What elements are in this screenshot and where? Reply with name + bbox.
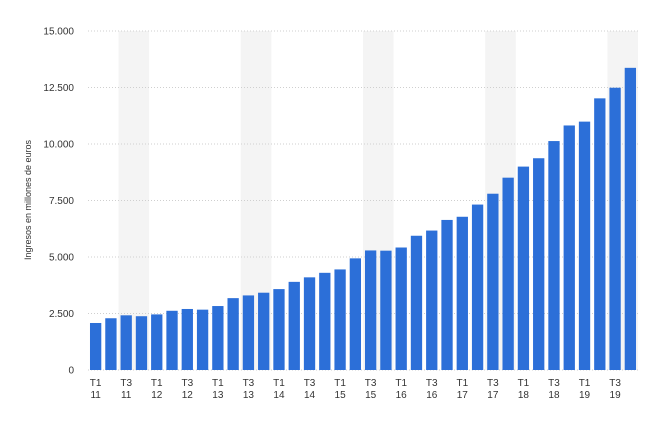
x-tick-label: 12 bbox=[182, 390, 194, 401]
y-tick-label: 12.500 bbox=[43, 83, 74, 94]
x-tick-label: T3 bbox=[120, 378, 132, 389]
x-tick-label: T3 bbox=[548, 378, 560, 389]
y-tick-label: 15.000 bbox=[43, 27, 74, 38]
bar bbox=[578, 121, 591, 370]
x-tick-label: T1 bbox=[395, 378, 407, 389]
bar bbox=[135, 316, 148, 370]
x-tick-label: T1 bbox=[273, 378, 285, 389]
bar bbox=[242, 295, 255, 370]
y-tick-label: 2.500 bbox=[49, 309, 74, 320]
x-tick-label: T3 bbox=[243, 378, 255, 389]
x-tick-label: 14 bbox=[273, 390, 285, 401]
bar bbox=[441, 219, 453, 370]
x-tick-label: T3 bbox=[426, 378, 438, 389]
x-tick-label: 18 bbox=[548, 390, 560, 401]
bar bbox=[380, 250, 392, 370]
y-tick-label: 5.000 bbox=[49, 253, 74, 264]
x-tick-label: 12 bbox=[151, 390, 163, 401]
bar bbox=[517, 166, 530, 370]
x-axis-ticks: T111T311T112T312T113T313T114T314T115T315… bbox=[90, 378, 622, 401]
bar bbox=[364, 250, 377, 370]
y-tick-label: 7.500 bbox=[49, 196, 74, 207]
x-tick-label: 17 bbox=[487, 390, 499, 401]
x-tick-label: T3 bbox=[365, 378, 377, 389]
x-tick-label: 13 bbox=[212, 390, 224, 401]
bar bbox=[258, 292, 270, 370]
x-tick-label: 15 bbox=[335, 390, 347, 401]
y-tick-label: 10.000 bbox=[43, 140, 74, 151]
bar bbox=[609, 87, 621, 370]
x-tick-label: 19 bbox=[610, 390, 622, 401]
x-tick-label: T1 bbox=[579, 378, 591, 389]
bar bbox=[563, 125, 575, 370]
bar bbox=[212, 306, 224, 370]
x-tick-label: T3 bbox=[304, 378, 316, 389]
y-axis-ticks: 0 2.500 5.000 7.500 10.000 12.500 15.000 bbox=[43, 27, 74, 377]
bar bbox=[395, 247, 407, 370]
bar bbox=[594, 98, 606, 371]
bar bbox=[196, 309, 209, 370]
x-tick-label: T1 bbox=[334, 378, 346, 389]
bar bbox=[273, 289, 285, 370]
x-tick-label: T1 bbox=[518, 378, 530, 389]
x-tick-label: T1 bbox=[456, 378, 468, 389]
x-tick-label: T1 bbox=[212, 378, 224, 389]
bar bbox=[151, 314, 163, 370]
x-tick-label: 14 bbox=[304, 390, 316, 401]
x-tick-label: 16 bbox=[396, 390, 408, 401]
x-tick-label: T3 bbox=[487, 378, 499, 389]
bar bbox=[105, 318, 117, 370]
bar bbox=[456, 216, 468, 370]
bar bbox=[319, 272, 331, 370]
bar bbox=[166, 310, 178, 370]
bar bbox=[502, 177, 514, 370]
bar bbox=[471, 204, 484, 370]
bars bbox=[89, 67, 637, 371]
x-tick-label: T3 bbox=[181, 378, 193, 389]
bar bbox=[181, 308, 193, 370]
bar bbox=[624, 67, 637, 370]
bar bbox=[288, 281, 300, 370]
x-tick-label: T1 bbox=[151, 378, 163, 389]
x-tick-label: T1 bbox=[90, 378, 102, 389]
bar bbox=[303, 277, 316, 370]
x-tick-label: 19 bbox=[579, 390, 591, 401]
x-tick-label: T3 bbox=[609, 378, 621, 389]
x-tick-label: 15 bbox=[365, 390, 377, 401]
x-tick-label: 16 bbox=[426, 390, 438, 401]
x-tick-label: 17 bbox=[457, 390, 469, 401]
x-tick-label: 18 bbox=[518, 390, 530, 401]
bar bbox=[120, 315, 132, 370]
bar bbox=[533, 158, 545, 370]
bar bbox=[487, 193, 499, 370]
x-tick-label: 11 bbox=[90, 390, 101, 401]
y-axis-label: Ingresos en millones de euros bbox=[23, 139, 33, 260]
bar bbox=[227, 298, 239, 370]
x-tick-label: 13 bbox=[243, 390, 255, 401]
bar bbox=[334, 269, 346, 370]
bar bbox=[548, 141, 560, 370]
bar bbox=[426, 230, 438, 370]
x-tick-label: 11 bbox=[121, 390, 132, 401]
bar bbox=[410, 235, 423, 370]
y-tick-label: 0 bbox=[68, 366, 74, 377]
bar bbox=[89, 322, 102, 370]
bar bbox=[349, 258, 362, 370]
